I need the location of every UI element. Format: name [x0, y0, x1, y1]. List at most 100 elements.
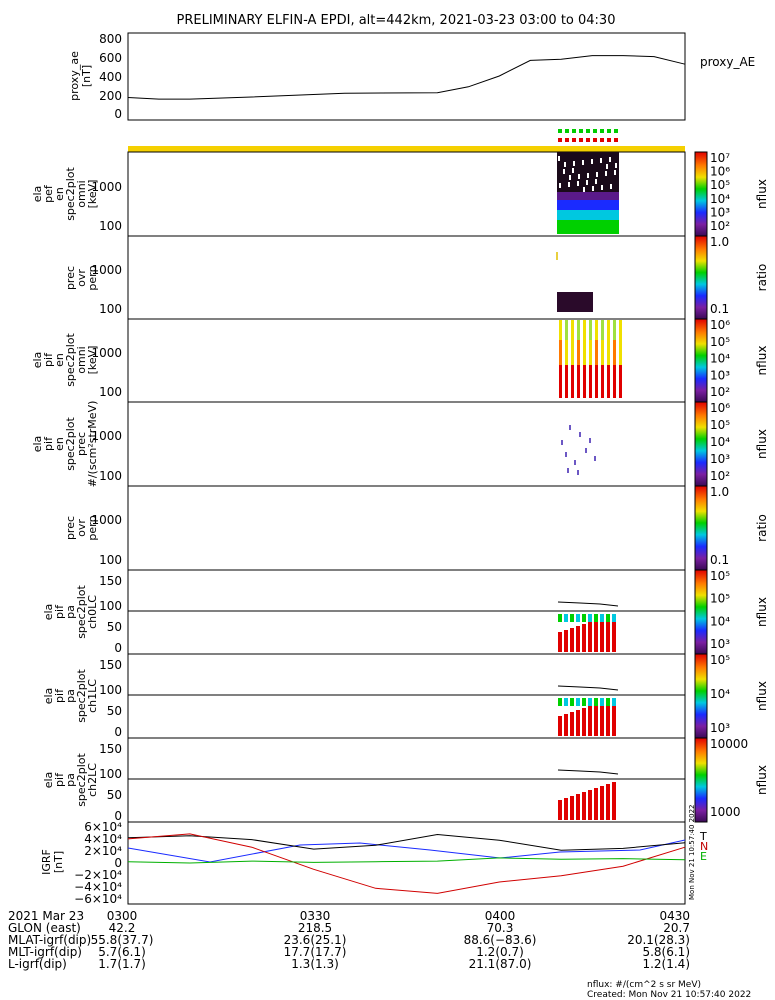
ratio1-colorbar-tick: 0.1	[710, 302, 729, 316]
ylabel-line: ela	[42, 604, 55, 621]
ratio2-tick: 100	[99, 553, 122, 567]
footer-cell: MLT-igrf(dip)	[8, 945, 82, 959]
pifprec-colorbar-tick: 10⁶	[710, 401, 730, 415]
pa-bin-red	[600, 786, 604, 820]
pifprec-tick: 100	[99, 469, 122, 483]
pa-bin-top	[588, 614, 592, 622]
igrf-tick: 2×10⁴	[84, 844, 122, 858]
ratio2-colorbar-label: ratio	[755, 514, 769, 542]
pef-speck	[583, 187, 585, 192]
pa-bin-top	[606, 698, 610, 706]
pef-speck	[609, 157, 611, 162]
pa-bin-red	[588, 622, 592, 652]
pifprec-frame	[127, 401, 686, 487]
pef-speck	[559, 183, 561, 188]
ylabel-line: [keV]	[86, 346, 99, 375]
footer-cell: GLON (east)	[8, 921, 81, 935]
ch0-colorbar-label: nflux	[755, 597, 769, 627]
pif-stripe-top	[571, 320, 574, 340]
ch0-pa-spectrum	[557, 601, 619, 652]
pef-speck	[572, 168, 574, 173]
pef-colorbar-tick: 10²	[710, 219, 730, 233]
igrf-legend-e: E	[700, 850, 707, 863]
proxy-ae-ylabel-1: proxy_ae	[68, 51, 81, 101]
ratio1-colorbar-label: ratio	[755, 264, 769, 292]
ch1-ticks: 150 100 50 0	[99, 658, 122, 739]
proxy-ae-tick: 600	[99, 51, 122, 65]
ylabel-line: [keV]	[86, 180, 99, 209]
pa-bin-top	[564, 698, 568, 706]
ylabel-line: omni	[75, 346, 88, 373]
pif-stripe-top	[619, 320, 622, 340]
pef-spectrum-green	[557, 220, 619, 234]
ylabel-line: pif	[53, 688, 66, 703]
footer-cell: 0400	[485, 909, 516, 923]
ylabel-line: spec2plot	[64, 167, 77, 221]
pa-bin-top	[576, 614, 580, 622]
ylabel-line: ch1LC	[86, 679, 99, 713]
ylabel-line: ch0LC	[86, 595, 99, 629]
igrf-series-n	[127, 833, 686, 894]
pa-bin-top	[606, 614, 610, 622]
pif-stripe-bot	[559, 365, 562, 398]
pef-speck	[600, 158, 602, 163]
igrf-tick: 0	[114, 856, 122, 870]
pif-colorbar-label: nflux	[755, 346, 769, 376]
pef-tick: 100	[99, 219, 122, 233]
pifprec-colorbar-label: nflux	[755, 429, 769, 459]
pif-stripe-bot	[565, 365, 568, 398]
ch0-ticks: 150 100 50 0	[99, 574, 122, 655]
pif-colorbar	[694, 318, 708, 403]
ylabel-line: spec2plot	[64, 333, 77, 387]
pef-speckle	[558, 156, 617, 192]
ylabel-line: ela	[42, 688, 55, 705]
footer-cell: L-igrf(dip)	[8, 957, 67, 971]
ch1-pa-spectrum	[557, 685, 619, 736]
pif-colorbar-tick: 10⁴	[710, 352, 730, 366]
ch0-colorbar	[694, 569, 708, 655]
igrf-tick: −6×10⁴	[74, 892, 122, 906]
pif-stripe-top	[565, 320, 568, 340]
ch1-colorbar-tick: 10³	[710, 721, 730, 735]
proxy-ae-legend: proxy_AE	[700, 55, 755, 69]
pa-tick: 150	[99, 658, 122, 672]
pif-stripe-mid	[613, 340, 616, 365]
pef-speck	[578, 174, 580, 179]
ylabel-line: spec2plot	[75, 753, 88, 807]
pef-speck	[569, 175, 571, 180]
pa-tick: 100	[99, 683, 122, 697]
pa-tick: 50	[107, 704, 122, 718]
pa-tick: 100	[99, 767, 122, 781]
footer-cell: 70.3	[487, 921, 514, 935]
pa-bin-top	[558, 698, 562, 706]
pa-tick: 150	[99, 742, 122, 756]
pif-stripe-mid	[601, 340, 604, 365]
ratio1-data	[557, 292, 593, 312]
ch0-colorbar-tick: 10⁴	[710, 614, 730, 628]
footer-cell: 20.7	[663, 921, 690, 935]
pa-bin-top	[564, 614, 568, 622]
ylabel-line: pif	[42, 436, 55, 451]
footer-cell: 1.3(1.3)	[291, 957, 339, 971]
ylabel-line: spec2plot	[75, 585, 88, 639]
pa-bin-red	[594, 620, 598, 652]
pa-tick: 0	[114, 725, 122, 739]
pa-bin-red	[612, 614, 616, 652]
pa-bin-top	[582, 698, 586, 706]
ch0-colorbar-tick: 10⁵	[710, 592, 730, 606]
ch1-colorbar-label: nflux	[755, 681, 769, 711]
pa-bin-red	[558, 800, 562, 820]
footer-cell: 1.2(0.7)	[476, 945, 524, 959]
pa-lc-curve	[557, 685, 619, 691]
pa-bin-red	[582, 708, 586, 736]
igrf-series-t	[127, 833, 686, 851]
ch2-colorbar-label: nflux	[755, 765, 769, 795]
pifprec-colorbar-tick: 10⁴	[710, 435, 730, 449]
pifprec-tick: 1000	[91, 429, 122, 443]
pef-colorbar-label: nflux	[755, 179, 769, 209]
